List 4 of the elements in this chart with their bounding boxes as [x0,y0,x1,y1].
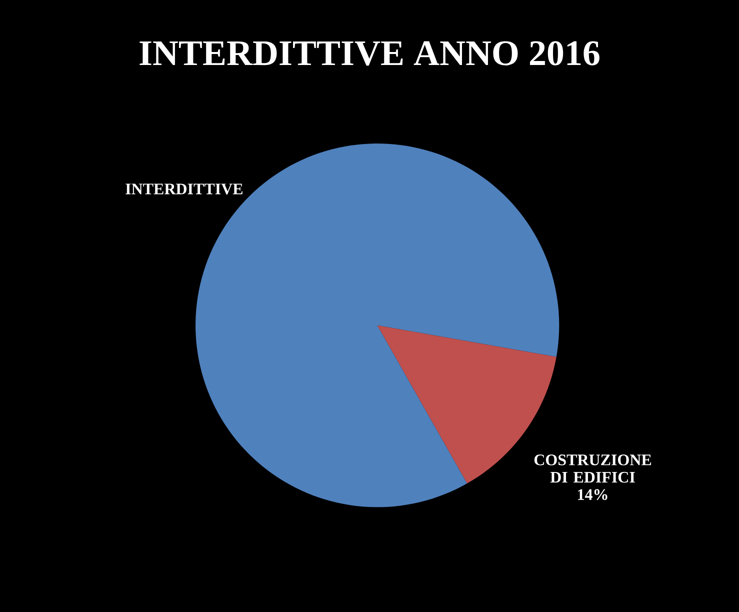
slice-label: COSTRUZIONE DI EDIFICI [534,454,652,483]
chart-title: INTERDITTIVE ANNO 2016 [140,41,600,66]
data-label: 14% [578,489,608,500]
slice-label: INTERDITTIVE [126,184,242,194]
